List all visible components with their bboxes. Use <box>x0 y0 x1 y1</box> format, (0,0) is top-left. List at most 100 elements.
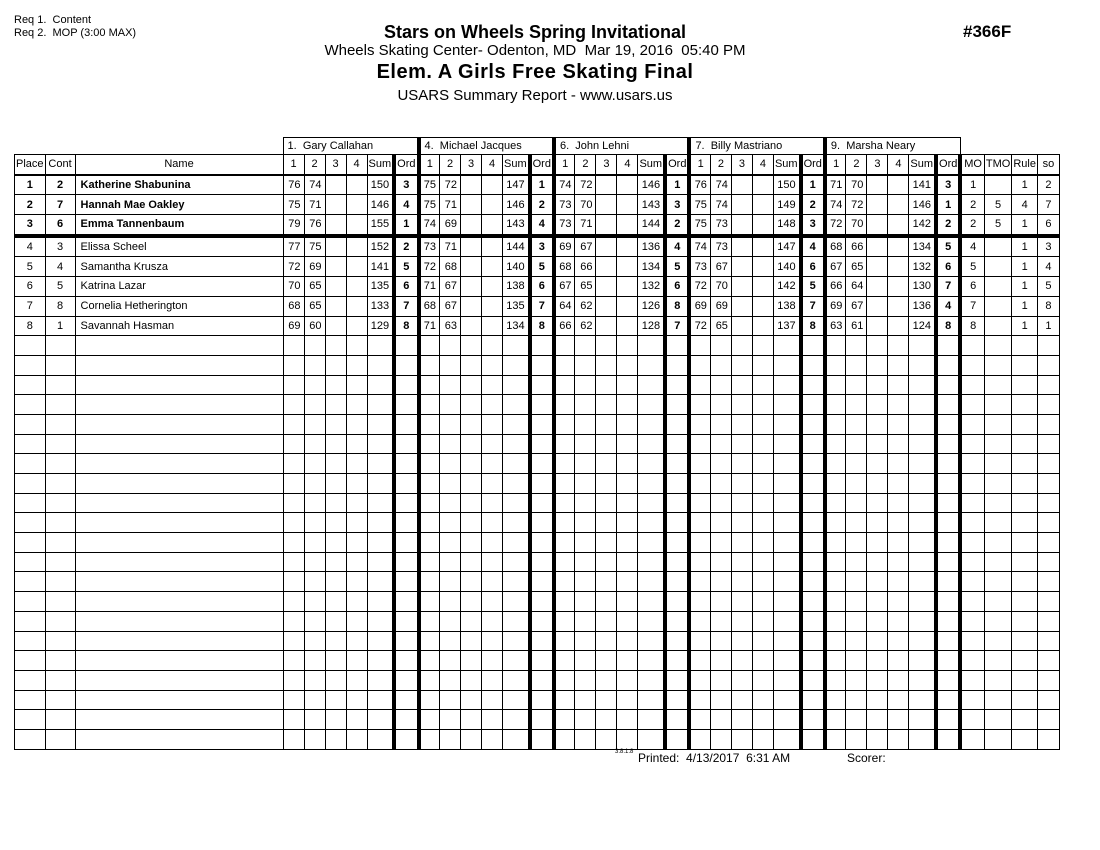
score-cell <box>553 551 576 573</box>
score-cell <box>751 256 774 278</box>
ordinal-cell <box>934 374 963 396</box>
total-majority-ordinal-cell <box>983 728 1013 750</box>
total-majority-ordinal-cell <box>983 235 1013 258</box>
score-cell <box>282 433 305 455</box>
empty-row <box>14 512 1060 534</box>
start-order-cell: 7 <box>1036 194 1060 216</box>
place-cell: 2 <box>14 194 46 216</box>
sum-cell <box>908 650 937 671</box>
score-cell <box>324 610 347 632</box>
column-header-1: 1 <box>553 153 576 176</box>
score-cell <box>481 512 503 534</box>
score-cell <box>574 709 597 730</box>
score-cell: 76 <box>303 214 326 238</box>
contestant-number-cell <box>44 394 76 415</box>
score-cell: 73 <box>709 235 732 258</box>
sum-cell: 149 <box>772 194 802 216</box>
sum-cell <box>501 571 531 593</box>
score-cell <box>418 512 440 534</box>
sum-cell <box>501 650 531 671</box>
score-cell <box>324 214 347 238</box>
score-cell <box>595 295 618 317</box>
score-cell <box>439 669 461 691</box>
score-cell: 63 <box>439 315 461 337</box>
score-cell <box>345 551 368 573</box>
score-cell <box>751 214 774 238</box>
score-cell: 74 <box>688 235 711 258</box>
score-cell <box>730 551 753 573</box>
column-header-4: 4 <box>345 153 368 176</box>
score-cell: 66 <box>553 315 576 337</box>
result-row: 1 2 Katherine Shabunina 76 74 150 3 75 72 147 1 74 7… <box>14 174 1060 196</box>
score-cell <box>688 394 711 415</box>
score-cell <box>595 413 618 435</box>
score-cell <box>595 315 618 337</box>
score-cell <box>481 235 503 258</box>
score-cell <box>887 295 910 317</box>
sum-cell <box>908 689 937 711</box>
empty-row <box>14 669 1060 691</box>
score-cell <box>845 433 868 455</box>
total-majority-ordinal-cell <box>983 256 1013 278</box>
start-order-cell <box>1036 591 1060 612</box>
column-header-cont: Cont <box>44 153 76 176</box>
score-cell <box>709 689 732 711</box>
score-cell <box>324 354 347 376</box>
place-cell <box>14 413 46 435</box>
score-cell: 74 <box>303 174 326 196</box>
score-cell <box>866 174 889 196</box>
score-cell <box>595 453 618 474</box>
majority-ordinal-cell: 2 <box>958 214 985 238</box>
ordinal-cell: 5 <box>663 256 692 278</box>
ordinal-cell <box>663 354 692 376</box>
sum-cell <box>637 473 666 494</box>
total-majority-ordinal-cell <box>983 394 1013 415</box>
score-cell: 66 <box>845 235 868 258</box>
contestant-number-cell <box>44 532 76 553</box>
score-cell <box>616 453 639 474</box>
score-cell <box>439 728 461 750</box>
score-cell: 71 <box>439 194 461 216</box>
score-cell <box>282 512 305 534</box>
score-cell <box>574 610 597 632</box>
sum-cell <box>772 335 802 356</box>
score-cell <box>345 374 368 396</box>
majority-ordinal-cell: 1 <box>958 174 985 196</box>
score-cell <box>324 174 347 196</box>
column-header-1: 1 <box>824 153 847 176</box>
start-order-cell <box>1036 630 1060 652</box>
score-cell <box>730 630 753 652</box>
rule-cell <box>1011 650 1038 671</box>
score-cell <box>595 174 618 196</box>
score-cell: 64 <box>553 295 576 317</box>
score-cell <box>688 669 711 691</box>
column-header-ord: Ord <box>663 153 692 176</box>
ordinal-cell <box>934 650 963 671</box>
score-cell <box>887 174 910 196</box>
sum-cell <box>637 354 666 376</box>
sum-cell: 144 <box>501 235 531 258</box>
ordinal-cell <box>527 551 556 573</box>
result-row: 7 8 Cornelia Hetherington 68 65 133 7 68 67 135 7 6… <box>14 295 1060 317</box>
score-cell <box>730 492 753 514</box>
sum-cell: 136 <box>637 235 666 258</box>
place-cell <box>14 689 46 711</box>
sum-cell <box>637 591 666 612</box>
skater-name-cell <box>74 473 284 494</box>
total-majority-ordinal-cell <box>983 571 1013 593</box>
skater-name-cell <box>74 512 284 534</box>
skater-name-cell <box>74 335 284 356</box>
contestant-number-cell: 4 <box>44 256 76 278</box>
ordinal-cell <box>798 453 827 474</box>
empty-row <box>14 532 1060 553</box>
ordinal-cell <box>663 335 692 356</box>
score-cell <box>460 473 482 494</box>
score-cell <box>866 689 889 711</box>
score-cell <box>481 433 503 455</box>
score-cell <box>887 591 910 612</box>
skater-name-cell <box>74 433 284 455</box>
sum-cell <box>501 473 531 494</box>
score-cell <box>418 669 440 691</box>
score-cell <box>345 276 368 297</box>
scorer-label: Scorer: <box>847 751 886 765</box>
